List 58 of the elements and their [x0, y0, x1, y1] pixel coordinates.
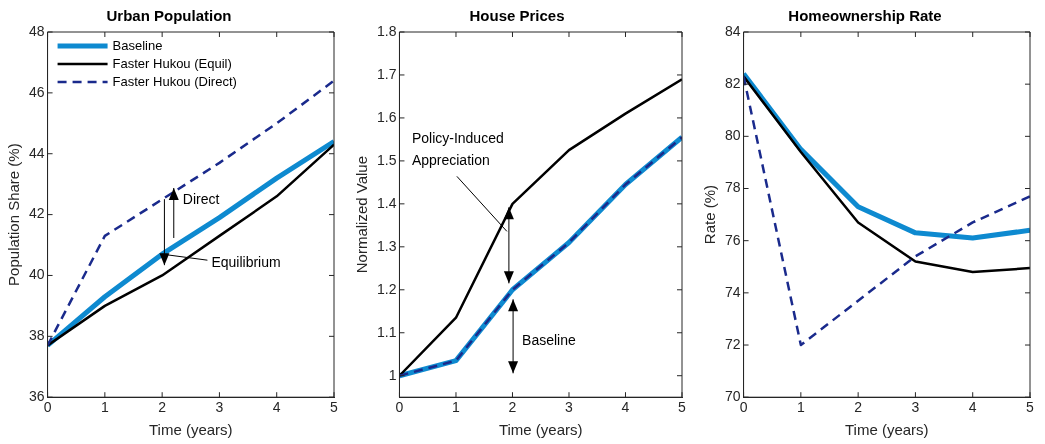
- y-tick-label: 1.6: [376, 108, 397, 125]
- y-tick-label: 1.1: [376, 323, 397, 340]
- y-tick-label: 1: [388, 366, 397, 383]
- y-tick-label: 80: [724, 127, 741, 144]
- x-tick-label: 5: [330, 399, 339, 416]
- x-tick-label: 3: [565, 399, 574, 416]
- y-tick-label: 1.4: [376, 194, 397, 211]
- y-tick-label: 38: [28, 327, 45, 344]
- x-axis-title: Time (years): [148, 421, 233, 439]
- x-tick-label: 0: [43, 399, 52, 416]
- x-tick-label: 3: [215, 399, 224, 416]
- y-tick-label: 74: [724, 283, 741, 300]
- x-tick-label: 1: [796, 399, 805, 416]
- y-tick-label: 42: [28, 205, 45, 222]
- y-tick-label: 72: [724, 335, 741, 352]
- annotation: Baseline: [522, 332, 576, 349]
- chart-title: Homeownership Rate: [788, 7, 942, 25]
- y-tick-label: 1.7: [376, 65, 397, 82]
- x-tick-label: 2: [508, 399, 517, 416]
- x-tick-label: 4: [968, 399, 977, 416]
- chart-title: Urban Population: [106, 7, 232, 25]
- y-tick-label: 36: [28, 388, 45, 405]
- legend-label: Baseline: [112, 37, 163, 53]
- y-tick-label: 70: [724, 388, 741, 405]
- y-tick-label: 40: [28, 266, 45, 283]
- x-tick-label: 1: [100, 399, 109, 416]
- y-tick-label: 78: [724, 179, 741, 196]
- annotation: Equilibrium: [211, 254, 281, 271]
- x-tick-label: 2: [854, 399, 863, 416]
- x-tick-label: 1: [452, 399, 461, 416]
- annotation: Direct: [182, 190, 220, 207]
- y-tick-label: 1.8: [376, 22, 397, 39]
- x-axis-title: Time (years): [498, 421, 583, 439]
- y-axis-title: Rate (%): [701, 185, 719, 245]
- y-tick-label: 1.5: [376, 151, 397, 168]
- annotation: Policy-Induced Appreciation: [411, 130, 504, 169]
- x-tick-label: 3: [911, 399, 920, 416]
- x-tick-label: 5: [678, 399, 687, 416]
- x-tick-label: 2: [158, 399, 167, 416]
- y-tick-label: 1.2: [376, 280, 397, 297]
- x-tick-label: 4: [621, 399, 630, 416]
- x-tick-label: 0: [739, 399, 748, 416]
- x-axis-title: Time (years): [844, 421, 929, 439]
- chart-title: House Prices: [469, 7, 565, 25]
- legend-label: Faster Hukou (Equil): [112, 55, 232, 71]
- y-tick-label: 76: [724, 231, 741, 248]
- y-tick-label: 48: [28, 22, 45, 39]
- y-tick-label: 82: [724, 75, 741, 92]
- y-axis-title: Population Share (%): [5, 143, 23, 286]
- legend-label: Faster Hukou (Direct): [112, 73, 237, 89]
- y-tick-label: 44: [28, 144, 45, 161]
- y-tick-label: 46: [28, 83, 45, 100]
- x-tick-label: 0: [395, 399, 404, 416]
- y-tick-label: 1.3: [376, 237, 397, 254]
- x-tick-label: 4: [272, 399, 281, 416]
- x-tick-label: 5: [1026, 399, 1035, 416]
- y-tick-label: 84: [724, 22, 741, 39]
- y-axis-title: Normalized Value: [353, 155, 371, 274]
